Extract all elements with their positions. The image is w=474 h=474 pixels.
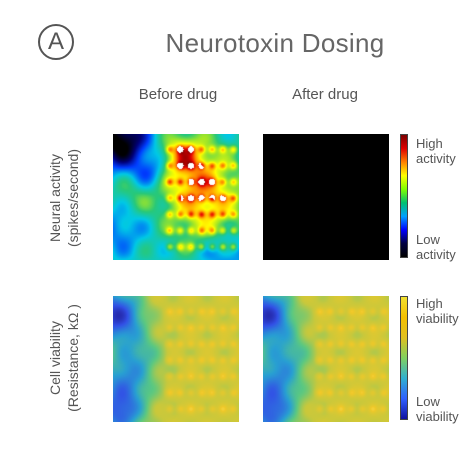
colorbar-activity bbox=[400, 134, 408, 258]
colorbar-viability-low: Low viability bbox=[416, 394, 459, 424]
row-label-viability: Cell viability (Resistance, kΩ ) bbox=[46, 258, 82, 458]
colorbar-activity-low: Low activity bbox=[416, 232, 456, 262]
colorbar-viability bbox=[400, 296, 408, 420]
column-header-before: Before drug bbox=[138, 86, 218, 103]
colorbar-viability-high: High viability bbox=[416, 296, 459, 326]
heatmap-viability-after bbox=[263, 296, 389, 422]
colorbar-activity-high: High activity bbox=[416, 136, 456, 166]
heatmap-activity-after bbox=[263, 134, 389, 260]
chart-title: Neurotoxin Dosing bbox=[165, 28, 385, 58]
row-label-viability-line2: (Resistance, kΩ ) bbox=[65, 304, 81, 412]
panel-badge: A bbox=[38, 24, 74, 60]
column-header-after: After drug bbox=[292, 86, 358, 103]
heatmap-viability-before bbox=[113, 296, 239, 422]
heatmap-activity-before bbox=[113, 134, 239, 260]
row-label-viability-line1: Cell viability bbox=[47, 321, 63, 395]
